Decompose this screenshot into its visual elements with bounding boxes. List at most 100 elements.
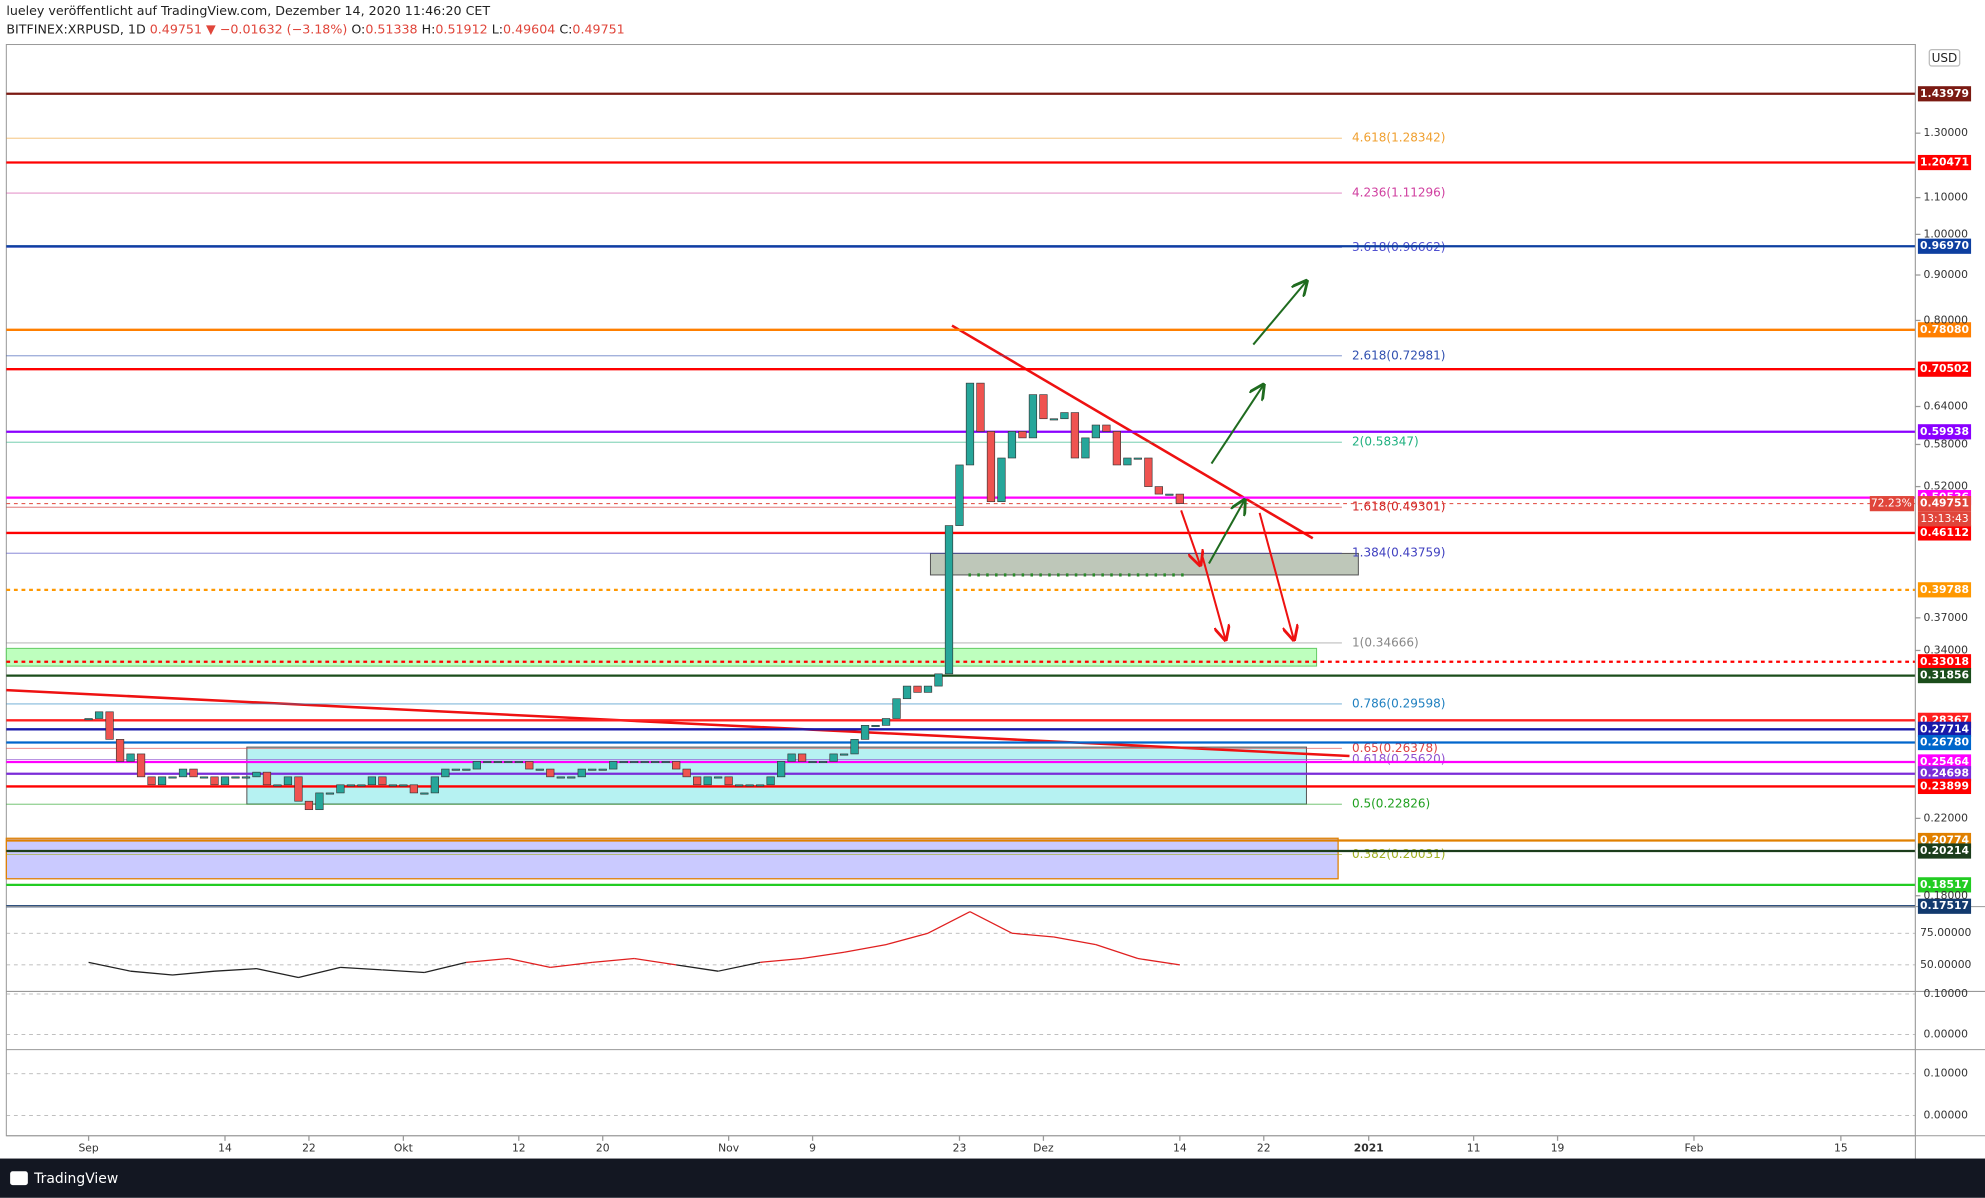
rsi-segment bbox=[340, 966, 383, 971]
footer bbox=[0, 1158, 1985, 1198]
rsi-segment bbox=[1095, 944, 1139, 960]
candle bbox=[199, 776, 209, 779]
symbol: BITFINEX:XRPUSD, 1D bbox=[6, 21, 145, 36]
level-badge bbox=[1917, 654, 1972, 670]
candle bbox=[997, 457, 1006, 503]
ohlc-value: 0.49604 bbox=[503, 21, 555, 36]
rsi-segment bbox=[927, 911, 971, 934]
candle bbox=[881, 718, 891, 726]
rsi-segment bbox=[969, 911, 1013, 934]
fib-label: 1.618(0.49301) bbox=[1352, 500, 1445, 514]
candle bbox=[441, 768, 450, 778]
pane-tick-label: 0.00000 bbox=[1924, 1027, 1969, 1040]
level-label: 0.70502 bbox=[1920, 362, 1969, 375]
candle bbox=[766, 776, 775, 786]
level-label: 0.18517 bbox=[1920, 878, 1969, 891]
candle bbox=[934, 673, 943, 687]
fib-label: 0.5(0.22826) bbox=[1352, 797, 1430, 811]
candle bbox=[1049, 418, 1059, 421]
candle bbox=[252, 771, 261, 778]
candle bbox=[147, 776, 156, 786]
candle bbox=[1028, 394, 1038, 439]
candle bbox=[892, 698, 901, 719]
y-tick-label: 0.34000 bbox=[1924, 643, 1969, 656]
candle bbox=[357, 784, 366, 787]
candle bbox=[451, 768, 460, 771]
x-tick-label: 23 bbox=[953, 1141, 967, 1154]
rsi-segment bbox=[88, 961, 131, 972]
candle bbox=[1060, 412, 1069, 420]
candle bbox=[965, 382, 975, 466]
candle bbox=[598, 768, 607, 771]
level-badge bbox=[1917, 154, 1972, 171]
fib-label: 0.618(0.25620) bbox=[1352, 752, 1445, 766]
candle bbox=[703, 776, 712, 786]
candle bbox=[808, 761, 817, 764]
level-badge bbox=[1917, 766, 1972, 782]
fib-label: 0.65(0.26378) bbox=[1352, 741, 1438, 755]
zone-box bbox=[5, 647, 1318, 667]
arrow bbox=[1180, 510, 1200, 564]
y-tick-label: 0.18000 bbox=[1924, 889, 1969, 902]
candle bbox=[231, 776, 240, 779]
ohlc-label: H: bbox=[422, 21, 436, 36]
candle bbox=[693, 776, 702, 786]
candle bbox=[294, 776, 303, 802]
rsi-segment bbox=[1137, 957, 1180, 966]
rsi-segment bbox=[256, 968, 299, 979]
level-label: 0.59938 bbox=[1920, 425, 1969, 438]
x-tick-label: 20 bbox=[596, 1141, 610, 1154]
candle bbox=[336, 784, 345, 794]
logo bbox=[10, 1171, 28, 1186]
pane-tick-label: 0.00000 bbox=[1924, 1109, 1969, 1122]
candle bbox=[504, 761, 513, 764]
x-tick-label: 22 bbox=[302, 1141, 316, 1154]
currency: USD bbox=[1932, 51, 1958, 65]
candle bbox=[1091, 424, 1101, 439]
candle bbox=[315, 792, 324, 811]
level-badge bbox=[1917, 496, 1972, 512]
ohlc-label: O: bbox=[351, 21, 365, 36]
candle bbox=[1018, 431, 1027, 439]
candle bbox=[220, 776, 230, 786]
pane-tick-label: 0.10000 bbox=[1924, 1067, 1969, 1080]
candle bbox=[955, 464, 964, 526]
candle bbox=[1144, 457, 1153, 487]
level-badge bbox=[1917, 754, 1972, 770]
symbol-line: BITFINEX:XRPUSD, 1D 0.49751 ▼ −0.01632 (… bbox=[6, 21, 624, 36]
level-label: 0.27714 bbox=[1920, 722, 1969, 735]
rsi-segment bbox=[676, 964, 719, 972]
x-tick-label: Dez bbox=[1033, 1141, 1054, 1154]
trendline bbox=[6, 688, 1350, 758]
candle bbox=[567, 776, 576, 779]
level-label: 0.24698 bbox=[1920, 767, 1969, 780]
price-axis bbox=[1915, 44, 1985, 1159]
level-badge bbox=[1917, 734, 1972, 751]
candle bbox=[797, 753, 807, 762]
candle bbox=[493, 761, 502, 764]
price: 0.49751 bbox=[150, 21, 202, 36]
rsi-segment bbox=[592, 957, 635, 963]
rsi-segment bbox=[466, 957, 509, 963]
candle bbox=[514, 761, 523, 764]
fib-label: 0.382(0.20031) bbox=[1352, 847, 1445, 861]
level-label: 0.33018 bbox=[1920, 655, 1969, 668]
arrow bbox=[1252, 281, 1306, 346]
y-tick-label: 0.90000 bbox=[1924, 268, 1969, 281]
candle bbox=[619, 761, 628, 764]
fib-label: 0.786(0.29598) bbox=[1352, 696, 1445, 710]
candle bbox=[944, 525, 954, 675]
candle bbox=[399, 784, 408, 787]
chart-layer: 4.618(1.28342)4.236(1.11296)3.618(0.9666… bbox=[6, 92, 1916, 1116]
rsi-segment bbox=[214, 968, 257, 972]
candle bbox=[168, 776, 177, 779]
currency-badge[interactable] bbox=[1928, 48, 1961, 67]
candle bbox=[756, 784, 765, 787]
level-label: 0.23899 bbox=[1920, 779, 1969, 792]
candle bbox=[546, 768, 555, 778]
x-tick-label: 12 bbox=[512, 1141, 526, 1154]
x-tick-label: Nov bbox=[718, 1141, 740, 1154]
arrow bbox=[1201, 556, 1226, 639]
level-badge bbox=[1917, 238, 1972, 254]
